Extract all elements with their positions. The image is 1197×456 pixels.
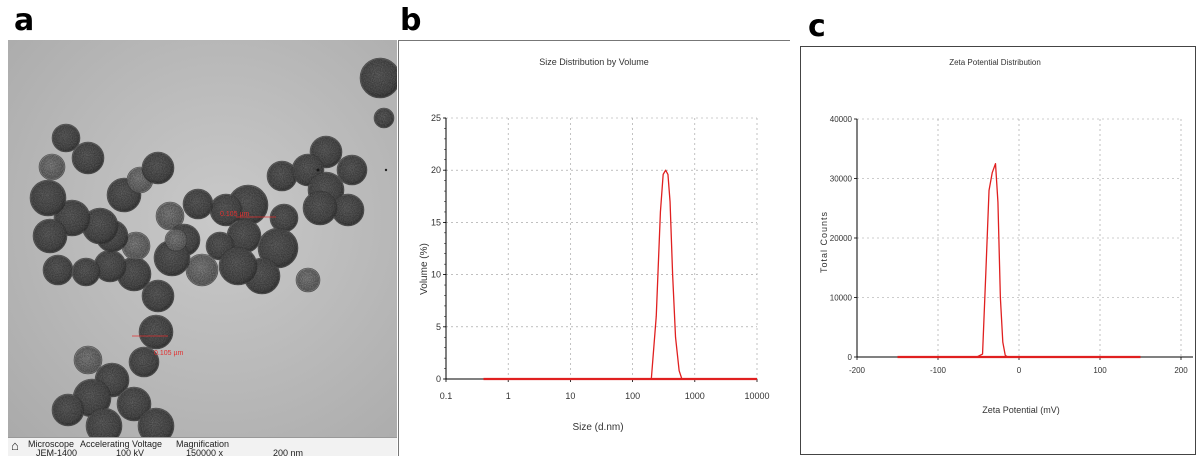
y-tick-label: 30000	[830, 175, 853, 184]
size-distribution-chart: Size Distribution by Volume 0.1 1 10 100 100…	[419, 57, 770, 433]
tem-micrograph-image: 0.105 µm 0.105 µm	[8, 40, 397, 445]
series-line	[483, 169, 757, 380]
nanoparticle-texture	[118, 258, 150, 290]
debris-dot	[384, 168, 388, 172]
x-tick-label: -200	[849, 366, 866, 375]
x-tick-label: 0	[1017, 366, 1022, 375]
x-tick-label: 1000	[685, 391, 705, 401]
nanoparticle-texture	[259, 229, 297, 267]
y-axis-label: Volume (%)	[419, 243, 430, 295]
y-tick-label: 10000	[830, 294, 853, 303]
nanoparticle-texture	[211, 195, 241, 225]
nanoparticle-texture	[187, 255, 217, 285]
nanoparticle-texture	[361, 59, 397, 97]
nanoparticle-texture	[271, 205, 297, 231]
micrograph-background	[8, 40, 397, 438]
tem-micrograph-panel: 0.105 µm 0.105 µm ⌂ Microscope Accelerat…	[8, 40, 397, 456]
nanoparticle-texture	[143, 153, 173, 183]
y-axis-label: Total Counts	[819, 211, 829, 273]
nanoparticle-texture	[73, 143, 103, 173]
nanoparticle-texture	[130, 348, 158, 376]
info-header-voltage: Accelerating Voltage	[80, 439, 163, 449]
nanoparticle-texture	[118, 388, 150, 420]
y-tick-label: 0	[436, 374, 441, 384]
y-tick-label: 20	[431, 165, 441, 175]
nanoparticle-texture	[220, 248, 256, 284]
nanoparticle-texture	[74, 380, 110, 416]
nanoparticle-texture	[338, 156, 366, 184]
nanoparticle-texture	[53, 395, 83, 425]
x-tick-label: 200	[1174, 366, 1188, 375]
nanoparticle-texture	[333, 195, 363, 225]
chart-title: Zeta Potential Distribution	[949, 58, 1041, 67]
nanoparticle-texture	[40, 155, 64, 179]
x-tick-label: 100	[1093, 366, 1107, 375]
info-header-magnification: Magnification	[176, 439, 230, 449]
panel-label-b: b	[400, 3, 422, 38]
chart-tick-labels: -200 -100 0 100 200 0 10000 20000 30000 40000	[830, 115, 1188, 375]
chart-grid	[856, 118, 1182, 358]
measurement-label-2: 0.105 µm	[154, 350, 183, 357]
measurement-label-1: 0.105 µm	[220, 211, 249, 218]
nanoparticle-texture	[53, 125, 79, 151]
nanoparticle-texture	[155, 241, 189, 275]
y-tick-label: 10	[431, 270, 441, 280]
nanoparticle-texture	[75, 347, 101, 373]
nanoparticle-texture	[34, 220, 66, 252]
y-tick-label: 20000	[830, 234, 853, 243]
nanoparticle-texture	[166, 230, 186, 250]
series-line	[897, 162, 1141, 358]
nanoparticle-texture	[73, 259, 99, 285]
size-distribution-panel: Size Distribution by Volume 0.1 1 10 100 100…	[398, 40, 790, 456]
nanoparticle-texture	[304, 192, 336, 224]
info-header-microscope: Microscope	[28, 439, 75, 449]
x-axis-label: Zeta Potential (mV)	[982, 405, 1060, 415]
nanoparticle-texture	[184, 190, 212, 218]
zeta-potential-panel: Zeta Potential Distribution -200 -100 0 100…	[800, 46, 1196, 455]
info-value-scale: 200 nm	[273, 448, 304, 456]
nanoparticle-texture	[228, 220, 260, 252]
chart-title: Size Distribution by Volume	[539, 57, 649, 67]
x-tick-label: 0.1	[440, 391, 453, 401]
chart-tick-labels: 0.1 1 10 100 1000 10000 0 5 10 15 20 25	[431, 113, 770, 401]
chart-grid	[445, 117, 758, 380]
chart-series	[897, 162, 1141, 359]
nanoparticle-texture	[140, 316, 172, 348]
x-tick-label: -100	[930, 366, 947, 375]
nanoparticle-texture	[123, 233, 149, 259]
y-tick-label: 5	[436, 322, 441, 332]
x-tick-label: 10	[565, 391, 575, 401]
nanoparticle-texture	[375, 109, 393, 127]
nanoparticle-texture	[83, 209, 117, 243]
nanoparticle-texture	[268, 162, 296, 190]
panel-label-a: a	[14, 3, 35, 38]
nanoparticle-texture	[297, 269, 319, 291]
y-tick-label: 15	[431, 217, 441, 227]
x-axis-label: Size (d.nm)	[572, 422, 623, 433]
nanoparticle-texture	[55, 201, 89, 235]
y-tick-label: 40000	[830, 115, 853, 124]
panel-label-c: c	[808, 9, 826, 44]
info-value-voltage: 100 kV	[116, 448, 145, 456]
x-tick-label: 100	[625, 391, 640, 401]
x-tick-label: 1	[506, 391, 511, 401]
y-tick-label: 25	[431, 113, 441, 123]
zeta-potential-chart: Zeta Potential Distribution -200 -100 0 100…	[819, 58, 1193, 415]
microscope-info-bar: ⌂ Microscope Accelerating Voltage Magnif…	[8, 437, 397, 456]
x-tick-label: 10000	[744, 391, 769, 401]
nanoparticle-texture	[139, 409, 173, 443]
chart-axes	[445, 118, 757, 380]
microscope-logo-icon: ⌂	[11, 438, 19, 453]
nanoparticle-texture	[31, 181, 65, 215]
y-tick-label: 0	[848, 353, 853, 362]
nanoparticle-texture	[44, 256, 72, 284]
chart-series	[483, 169, 757, 381]
nanoparticle-texture	[95, 251, 125, 281]
info-value-magnification: 150000 x	[186, 448, 224, 456]
nanoparticle-texture	[157, 203, 183, 229]
nanoparticle-texture	[143, 281, 173, 311]
info-value-microscope: JEM-1400	[36, 448, 78, 456]
nanoparticle-texture	[87, 409, 121, 443]
